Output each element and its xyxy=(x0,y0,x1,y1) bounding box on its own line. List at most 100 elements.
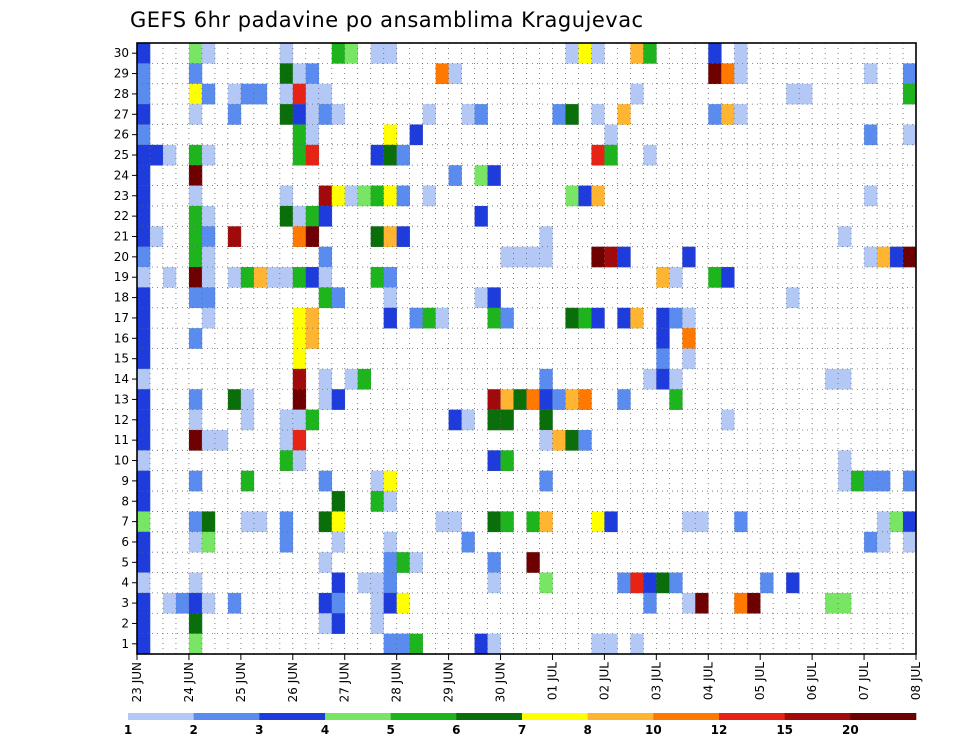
legend-tick-label: 12 xyxy=(711,723,728,737)
heat-cell xyxy=(383,552,397,573)
y-tick-label: 20 xyxy=(114,250,129,264)
heat-cell xyxy=(292,63,307,85)
heat-cell xyxy=(137,511,151,533)
heat-cell xyxy=(292,409,307,431)
heat-cell xyxy=(253,267,268,288)
heat-cell xyxy=(461,104,475,125)
heat-cell xyxy=(266,267,281,288)
heat-cell xyxy=(331,287,346,309)
x-tick-label: 05 JUL xyxy=(753,662,767,700)
y-tick-label: 6 xyxy=(121,535,129,549)
heat-cell xyxy=(838,592,852,614)
heat-cell xyxy=(448,165,462,186)
heat-cell xyxy=(357,185,371,207)
heat-cell xyxy=(137,592,151,614)
heat-cell xyxy=(461,409,475,431)
heat-cell xyxy=(396,633,410,655)
heat-cell xyxy=(292,389,307,410)
heat-cell xyxy=(539,368,553,390)
heat-cell xyxy=(318,613,333,634)
heat-cell xyxy=(227,592,242,614)
legend-swatch xyxy=(325,713,391,720)
heat-cell xyxy=(188,511,203,533)
heat-cell xyxy=(279,185,294,207)
heat-cell xyxy=(500,307,514,329)
cells-layer xyxy=(137,43,917,655)
heat-cell xyxy=(370,43,384,64)
y-tick-label: 5 xyxy=(121,555,129,569)
y-tick-label: 29 xyxy=(114,67,129,81)
heat-cell xyxy=(292,83,307,105)
heat-cell xyxy=(201,592,216,614)
heat-cell xyxy=(877,531,891,553)
heat-cell xyxy=(331,104,346,125)
heat-cell xyxy=(669,307,683,329)
heat-cell xyxy=(838,470,852,492)
x-tick-label: 02 JUL xyxy=(597,662,611,700)
heat-cell xyxy=(526,246,540,268)
y-tick-label: 1 xyxy=(121,637,129,651)
heat-cell xyxy=(383,470,397,492)
x-tick-label: 29 JUN xyxy=(442,662,456,702)
heat-cell xyxy=(578,389,592,410)
heat-cell xyxy=(137,491,151,512)
legend-tick-label: 10 xyxy=(645,723,662,737)
heat-cell xyxy=(201,267,216,288)
x-axis: 23 JUN 24 JUN 25 JUN 26 JUN 27 JUN 28 JUN 29 J… xyxy=(130,654,923,702)
heat-cell xyxy=(201,429,216,451)
heat-cell xyxy=(305,409,320,431)
heat-cell xyxy=(383,226,397,247)
heat-cell xyxy=(565,307,579,329)
heat-cell xyxy=(578,429,592,451)
heat-cell xyxy=(604,511,618,533)
heat-cell xyxy=(552,389,566,410)
heat-cell xyxy=(137,613,151,634)
heat-cell xyxy=(838,368,852,390)
heat-cell xyxy=(591,104,605,125)
grid-layer xyxy=(137,43,916,654)
heat-cell xyxy=(137,144,151,166)
heat-cell xyxy=(487,450,501,471)
heat-cell xyxy=(188,43,203,64)
heat-cell xyxy=(357,572,371,594)
heat-cell xyxy=(630,633,644,655)
heat-cell xyxy=(292,226,307,247)
heat-cell xyxy=(201,307,216,329)
heat-cell xyxy=(760,572,774,594)
heat-cell xyxy=(682,348,696,370)
chart-title: GEFS 6hr padavine po ansamblima Kragujev… xyxy=(130,8,644,32)
heat-cell xyxy=(903,83,917,105)
heat-cell xyxy=(383,592,397,614)
heat-cell xyxy=(656,267,670,288)
heat-cell xyxy=(201,83,216,105)
heat-cell xyxy=(630,83,644,105)
heat-cell xyxy=(292,348,307,370)
heat-cell xyxy=(279,409,294,431)
heat-cell xyxy=(383,43,397,64)
heat-cell xyxy=(201,205,216,227)
heat-cell xyxy=(682,246,696,268)
heat-cell xyxy=(137,165,151,186)
legend-tick-label: 3 xyxy=(255,723,263,737)
heat-cell xyxy=(487,389,501,410)
heat-cell xyxy=(786,572,800,594)
y-tick-label: 8 xyxy=(121,494,129,508)
heat-cell xyxy=(565,429,579,451)
y-tick-label: 19 xyxy=(114,270,129,284)
heat-cell xyxy=(137,429,151,451)
y-tick-label: 16 xyxy=(114,331,129,345)
heat-cell xyxy=(695,592,709,614)
heat-cell xyxy=(188,205,203,227)
y-tick-label: 11 xyxy=(114,433,129,447)
heat-cell xyxy=(383,267,397,288)
heat-cell xyxy=(227,104,242,125)
heat-cell xyxy=(864,246,878,268)
heat-cell xyxy=(578,185,592,207)
heat-cell xyxy=(513,389,527,410)
heat-cell xyxy=(578,307,592,329)
heat-cell xyxy=(370,592,384,614)
heat-cell xyxy=(877,246,891,268)
heat-cell xyxy=(188,267,203,288)
heat-cell xyxy=(617,104,631,125)
heat-cell xyxy=(318,267,333,288)
